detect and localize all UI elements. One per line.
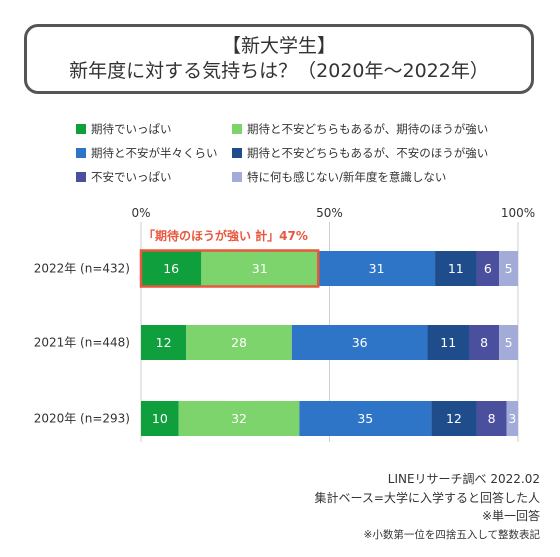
data-label: 12 [446, 411, 462, 426]
data-label: 10 [152, 411, 168, 426]
legend-item-3: 期待と不安どちらもあるが、不安のほうが強い [232, 144, 522, 161]
legend-item-2: 期待と不安が半々くらい [76, 144, 232, 161]
data-label: 8 [488, 411, 496, 426]
legend-swatch [232, 171, 242, 182]
legend: 期待でいっぱい 期待と不安どちらもあるが、期待のほうが強い 期待と不安が半々くら… [76, 120, 536, 185]
bar-segment [318, 251, 436, 286]
title-box: 【新大学生】 新年度に対する気持ちは？（2020年～2022年） [24, 24, 534, 94]
category-label: 2020年 (n=293) [34, 412, 130, 426]
bar-segment [141, 325, 187, 360]
data-label: 31 [369, 261, 385, 276]
data-label: 12 [156, 335, 172, 350]
footnote-source: LINEリサーチ調べ 2022.02 [387, 472, 540, 486]
bar-segment [141, 401, 179, 436]
bar-segment [299, 401, 432, 436]
footnotes: LINEリサーチ調べ 2022.02 集計ベース=大学に入学すると回答した人 ※… [315, 470, 540, 544]
data-label: 32 [231, 411, 247, 426]
legend-label: 期待と不安が半々くらい [91, 145, 218, 160]
bar-segment [291, 325, 428, 360]
bar-segment [435, 251, 477, 286]
legend-item-0: 期待でいっぱい [76, 120, 232, 137]
bar-segment [499, 325, 518, 360]
data-label: 31 [252, 261, 268, 276]
legend-item-5: 特に何も感じない/新年度を意識しない [232, 168, 522, 185]
data-label: 28 [231, 335, 247, 350]
data-label: 3 [508, 411, 516, 426]
data-label: 11 [440, 335, 456, 350]
legend-label: 特に何も感じない/新年度を意識しない [247, 169, 447, 184]
annotation-label: 「期待のほうが強い 計」47% [143, 228, 308, 243]
bar-segment [431, 401, 477, 436]
legend-swatch [76, 147, 86, 158]
bar-segment [186, 325, 292, 360]
data-label: 6 [484, 261, 492, 276]
bar-segment [476, 251, 500, 286]
legend-swatch [76, 123, 86, 134]
footnote-base: 集計ベース=大学に入学すると回答した人 [314, 490, 540, 505]
x-tick-label: 100% [501, 206, 535, 220]
bar-segment [468, 325, 500, 360]
bar-segment [141, 251, 202, 286]
highlight-box [139, 249, 320, 288]
footnote-rounding: ※小数第一位を四捨五入して整数表記 [363, 528, 540, 541]
bar-segment [427, 325, 469, 360]
legend-label: 期待でいっぱい [91, 121, 172, 136]
legend-label: 期待と不安どちらもあるが、期待のほうが強い [247, 121, 489, 136]
data-label: 8 [480, 335, 488, 350]
bar-segment [178, 401, 300, 436]
bar-segment [201, 251, 319, 286]
x-tick-label: 50% [316, 206, 343, 220]
bar-segment [499, 251, 518, 286]
chart-title-line2: 新年度に対する気持ちは？（2020年～2022年） [69, 60, 489, 82]
data-label: 36 [352, 335, 368, 350]
legend-swatch [232, 147, 242, 158]
legend-item-1: 期待と不安どちらもあるが、期待のほうが強い [232, 120, 522, 137]
chart-title-line1: 【新大学生】 [221, 35, 336, 57]
legend-label: 不安でいっぱい [91, 169, 172, 184]
data-label: 5 [505, 261, 513, 276]
footnote-answer-type: ※単一回答 [481, 509, 540, 523]
bar-segment [476, 401, 507, 436]
legend-swatch [76, 171, 86, 182]
data-label: 11 [448, 261, 464, 276]
data-label: 5 [505, 335, 513, 350]
bar-segment [506, 401, 518, 436]
legend-swatch [232, 123, 242, 134]
legend-label: 期待と不安どちらもあるが、不安のほうが強い [247, 145, 489, 160]
category-label: 2021年 (n=448) [34, 336, 130, 350]
data-label: 35 [357, 411, 373, 426]
x-tick-label: 0% [131, 206, 150, 220]
category-label: 2022年 (n=432) [34, 262, 130, 276]
legend-item-4: 不安でいっぱい [76, 168, 232, 185]
data-label: 16 [163, 261, 179, 276]
